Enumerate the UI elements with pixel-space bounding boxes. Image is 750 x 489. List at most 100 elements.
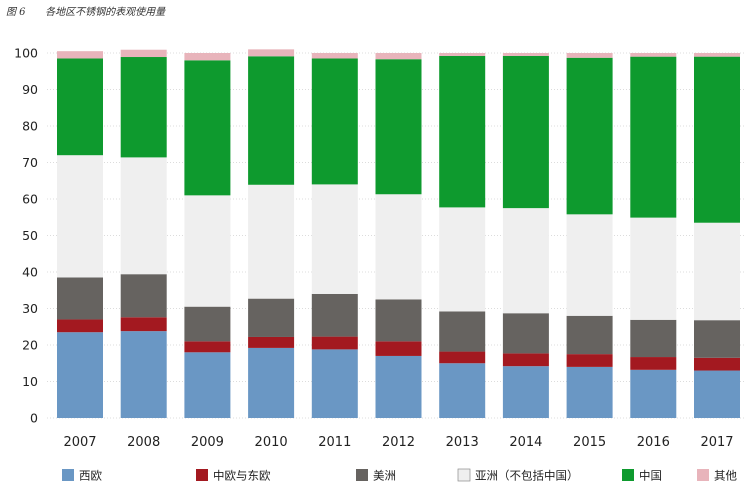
bar-stack-2012 (375, 53, 422, 418)
bar-segment (375, 341, 422, 356)
bar-segment (694, 357, 740, 371)
bar-segment (502, 208, 549, 314)
bar-stack-2010 (248, 49, 295, 418)
legend-swatch (196, 469, 208, 481)
legend-item: 中欧与东欧 (196, 469, 271, 483)
bar-segment (57, 155, 103, 278)
bar-stack-2013 (439, 53, 486, 418)
x-tick-label: 2015 (573, 435, 606, 450)
bar-segment (311, 53, 358, 59)
y-tick-label: 60 (22, 192, 38, 207)
bar-segment (630, 53, 677, 57)
bar-segment (694, 370, 740, 418)
bar-segment (439, 351, 486, 364)
x-tick-label: 2017 (700, 435, 733, 450)
bar-stack-2016 (630, 53, 677, 418)
bar-segment (248, 347, 295, 418)
bar-segment (694, 320, 740, 358)
legend-label: 其他 (714, 469, 737, 483)
bar-segment (566, 57, 613, 215)
bar-segment (120, 274, 167, 318)
bar-segment (630, 56, 677, 218)
bar-stack-2011 (311, 53, 358, 418)
bar-segment (248, 56, 295, 185)
bar-segment (184, 341, 231, 353)
bar-segment (120, 331, 167, 418)
bar-segment (311, 349, 358, 418)
y-tick-label: 40 (22, 265, 38, 280)
y-tick-label: 100 (14, 46, 38, 61)
bar-stack-2015 (566, 53, 613, 418)
bar-segment (694, 53, 740, 57)
bar-segment (57, 58, 103, 156)
bar-segment (248, 298, 295, 337)
bar-segment (375, 299, 422, 342)
bar-segment (566, 53, 613, 58)
bar-segment (57, 277, 103, 320)
bar-segment (502, 353, 549, 367)
bar-segment (375, 355, 422, 418)
x-axis-ticks: 2007 2008 2009 2010 2011 2012 2013 2014 2015 2016… (63, 435, 733, 450)
bar-segment (248, 336, 295, 348)
bar-segment (57, 51, 103, 59)
legend-swatch (697, 469, 709, 481)
bar-segment (184, 195, 231, 307)
bar-segment (311, 184, 358, 294)
bar-segment (439, 207, 486, 312)
x-tick-label: 2009 (191, 435, 224, 450)
bar-segment (566, 214, 613, 316)
bar-segment (502, 53, 549, 56)
bar-segment (502, 313, 549, 354)
y-tick-label: 90 (22, 82, 38, 97)
gridlines (47, 52, 746, 419)
legend-label: 中国 (639, 469, 662, 483)
bar-segment (248, 49, 295, 57)
bar-segment (57, 332, 103, 418)
legend-item: 西欧 (62, 469, 102, 483)
bar-segment (566, 315, 613, 355)
bar-stack-2007 (57, 51, 103, 418)
legend: 西欧 中欧与东欧 美洲 亚洲（不包括中国） 中国 其他 (62, 469, 737, 483)
figure-number: 图 6 (6, 7, 26, 18)
bar-segment (184, 306, 231, 342)
bar-stack-2017 (694, 53, 740, 418)
bar-segment (184, 60, 231, 196)
bar-segment (375, 194, 422, 300)
bar-segment (375, 59, 422, 195)
legend-swatch (622, 469, 634, 481)
bar-segment (502, 55, 549, 209)
bar-segment (694, 222, 740, 321)
y-tick-label: 50 (22, 228, 38, 243)
legend-label: 亚洲（不包括中国） (475, 469, 579, 483)
y-tick-label: 20 (22, 338, 38, 353)
x-tick-label: 2012 (382, 435, 415, 450)
figure-header: 图 6 各地区不锈钢的表观使用量 (6, 3, 165, 18)
bar-segment (566, 354, 613, 367)
bar-segment (311, 336, 358, 350)
legend-item: 其他 (697, 469, 737, 483)
x-tick-label: 2011 (318, 435, 351, 450)
bars (57, 49, 740, 418)
x-tick-label: 2007 (63, 435, 96, 450)
bar-segment (375, 53, 422, 60)
legend-label: 西欧 (79, 469, 102, 483)
bar-segment (439, 311, 486, 352)
bar-segment (439, 363, 486, 418)
y-tick-label: 0 (30, 411, 38, 426)
bar-segment (502, 366, 549, 418)
bar-segment (630, 217, 677, 320)
bar-segment (566, 366, 613, 418)
bar-segment (630, 319, 677, 358)
bar-stack-2008 (120, 49, 167, 418)
bar-segment (120, 57, 167, 158)
legend-swatch (62, 469, 74, 481)
bar-segment (248, 184, 295, 299)
x-tick-label: 2016 (637, 435, 670, 450)
y-tick-label: 80 (22, 119, 38, 134)
legend-label: 美洲 (373, 469, 396, 483)
x-tick-label: 2013 (446, 435, 479, 450)
y-axis-ticks: 0 10 20 30 40 50 60 70 80 90 100 (14, 46, 38, 426)
bar-segment (630, 369, 677, 418)
y-tick-label: 10 (22, 374, 38, 389)
bar-stack-2014 (502, 53, 549, 418)
